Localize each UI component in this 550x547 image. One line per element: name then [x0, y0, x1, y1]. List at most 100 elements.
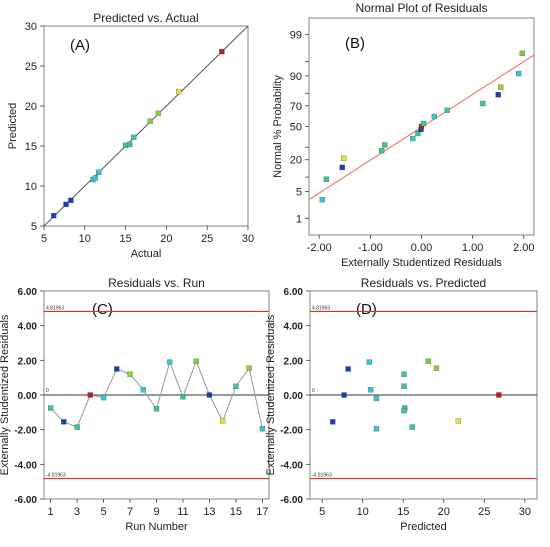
- data-point: [63, 201, 69, 208]
- data-point: [496, 392, 502, 398]
- data-point: [220, 418, 226, 424]
- panel-label: (C): [92, 301, 113, 318]
- zero-label: 0: [46, 388, 49, 394]
- data-point: [368, 387, 374, 393]
- y-tick-label: 30: [25, 21, 37, 33]
- y-tick-label: -6.00: [280, 495, 303, 506]
- data-point: [206, 392, 213, 398]
- data-point: [330, 419, 336, 425]
- data-point: [516, 70, 522, 77]
- x-tick-label: 15: [397, 506, 409, 518]
- y-tick-label: 2.00: [284, 356, 304, 367]
- x-tick-label: 10: [357, 506, 369, 518]
- data-point: [319, 196, 325, 203]
- y-tick-label: 50: [290, 122, 302, 134]
- data-point: [96, 169, 102, 176]
- data-point: [345, 366, 351, 372]
- data-point: [180, 394, 186, 400]
- x-tick-label: 7: [127, 506, 133, 518]
- x-tick-label: 25: [201, 233, 213, 245]
- y-tick-label: 0.00: [284, 391, 304, 402]
- y-tick-label: 99: [290, 30, 302, 42]
- data-point: [100, 394, 107, 401]
- data-point: [92, 175, 99, 181]
- data-point: [455, 418, 462, 424]
- y-tick-label: 25: [25, 61, 37, 73]
- panel-label: (D): [356, 301, 377, 318]
- x-axis-label: Externally Studentized Residuals: [341, 257, 502, 269]
- data-point: [153, 406, 160, 412]
- y-axis-label: Normal % Probability: [272, 75, 284, 178]
- panel-label: (B): [345, 35, 365, 52]
- y-axis-label: Externally Studentized Residuals: [0, 314, 11, 475]
- data-point: [382, 142, 388, 148]
- chart-title: Residuals vs. Predicted: [361, 276, 486, 290]
- x-axis-label: Actual: [131, 248, 162, 260]
- y-tick-label: -4.00: [280, 460, 303, 471]
- data-point: [378, 148, 385, 154]
- x-tick-label: 11: [177, 506, 188, 518]
- data-point: [140, 387, 146, 393]
- data-point: [74, 424, 80, 430]
- x-tick-label: 2.00: [513, 242, 534, 254]
- limit-label: -4.81963: [46, 473, 66, 479]
- data-point: [495, 92, 501, 98]
- data-point: [431, 113, 437, 120]
- chart-title: Predicted vs. Actual: [93, 11, 198, 25]
- data-point: [480, 100, 486, 107]
- x-tick-label: 17: [256, 506, 268, 518]
- data-point: [167, 359, 173, 365]
- data-point: [246, 365, 252, 371]
- y-tick-label: 10: [25, 181, 37, 193]
- chart-title: Residuals vs. Run: [108, 276, 205, 290]
- x-tick-label: 5: [41, 233, 47, 245]
- data-point: [155, 110, 161, 116]
- panel-label: (A): [70, 37, 90, 54]
- x-tick-label: 1: [48, 506, 54, 518]
- data-point: [127, 141, 133, 148]
- data-point: [147, 118, 153, 124]
- data-point: [131, 134, 137, 140]
- x-tick-label: 13: [203, 506, 215, 518]
- y-tick-label: 0.00: [18, 391, 38, 402]
- data-point: [425, 358, 432, 364]
- data-point: [366, 359, 372, 365]
- data-point: [87, 392, 93, 398]
- y-tick-label: 90: [290, 71, 302, 83]
- data-point: [323, 176, 330, 182]
- y-tick-label: 70: [290, 101, 302, 113]
- data-point: [259, 426, 266, 432]
- y-tick-label: 20: [25, 101, 37, 113]
- reference-line: [43, 25, 249, 227]
- data-point: [415, 130, 421, 137]
- y-tick-label: 15: [25, 141, 37, 153]
- x-tick-label: -1.00: [358, 242, 383, 254]
- panel-d: Residuals vs. Predicted (D) 5 10 15 20 25 30 -6.…: [265, 276, 538, 533]
- x-tick-label: 20: [438, 506, 450, 518]
- x-tick-label: 30: [519, 506, 531, 518]
- data-point: [420, 120, 427, 127]
- x-axis-label: Run Number: [125, 521, 188, 533]
- data-point: [47, 405, 54, 411]
- plot-frame: [308, 17, 535, 236]
- data-point: [341, 392, 347, 398]
- y-axis-label: Predicted: [7, 103, 19, 149]
- y-tick-label: 20: [290, 155, 302, 167]
- data-point: [339, 164, 345, 171]
- data-point: [51, 212, 57, 219]
- x-tick-label: 10: [79, 233, 91, 245]
- data-point: [519, 50, 525, 57]
- y-tick-label: -2.00: [14, 426, 37, 437]
- data-point: [233, 383, 239, 389]
- x-tick-label: 1.00: [462, 242, 483, 254]
- data-point: [401, 371, 407, 377]
- x-tick-label: 3: [74, 506, 80, 518]
- data-point: [193, 358, 199, 364]
- x-tick-label: 9: [153, 506, 159, 518]
- x-tick-label: 15: [230, 506, 242, 518]
- data-point: [341, 155, 347, 161]
- x-tick-label: -2.00: [307, 242, 332, 254]
- data-point: [127, 371, 133, 377]
- data-point: [409, 424, 415, 430]
- chart-title: Normal Plot of Residuals: [355, 1, 487, 15]
